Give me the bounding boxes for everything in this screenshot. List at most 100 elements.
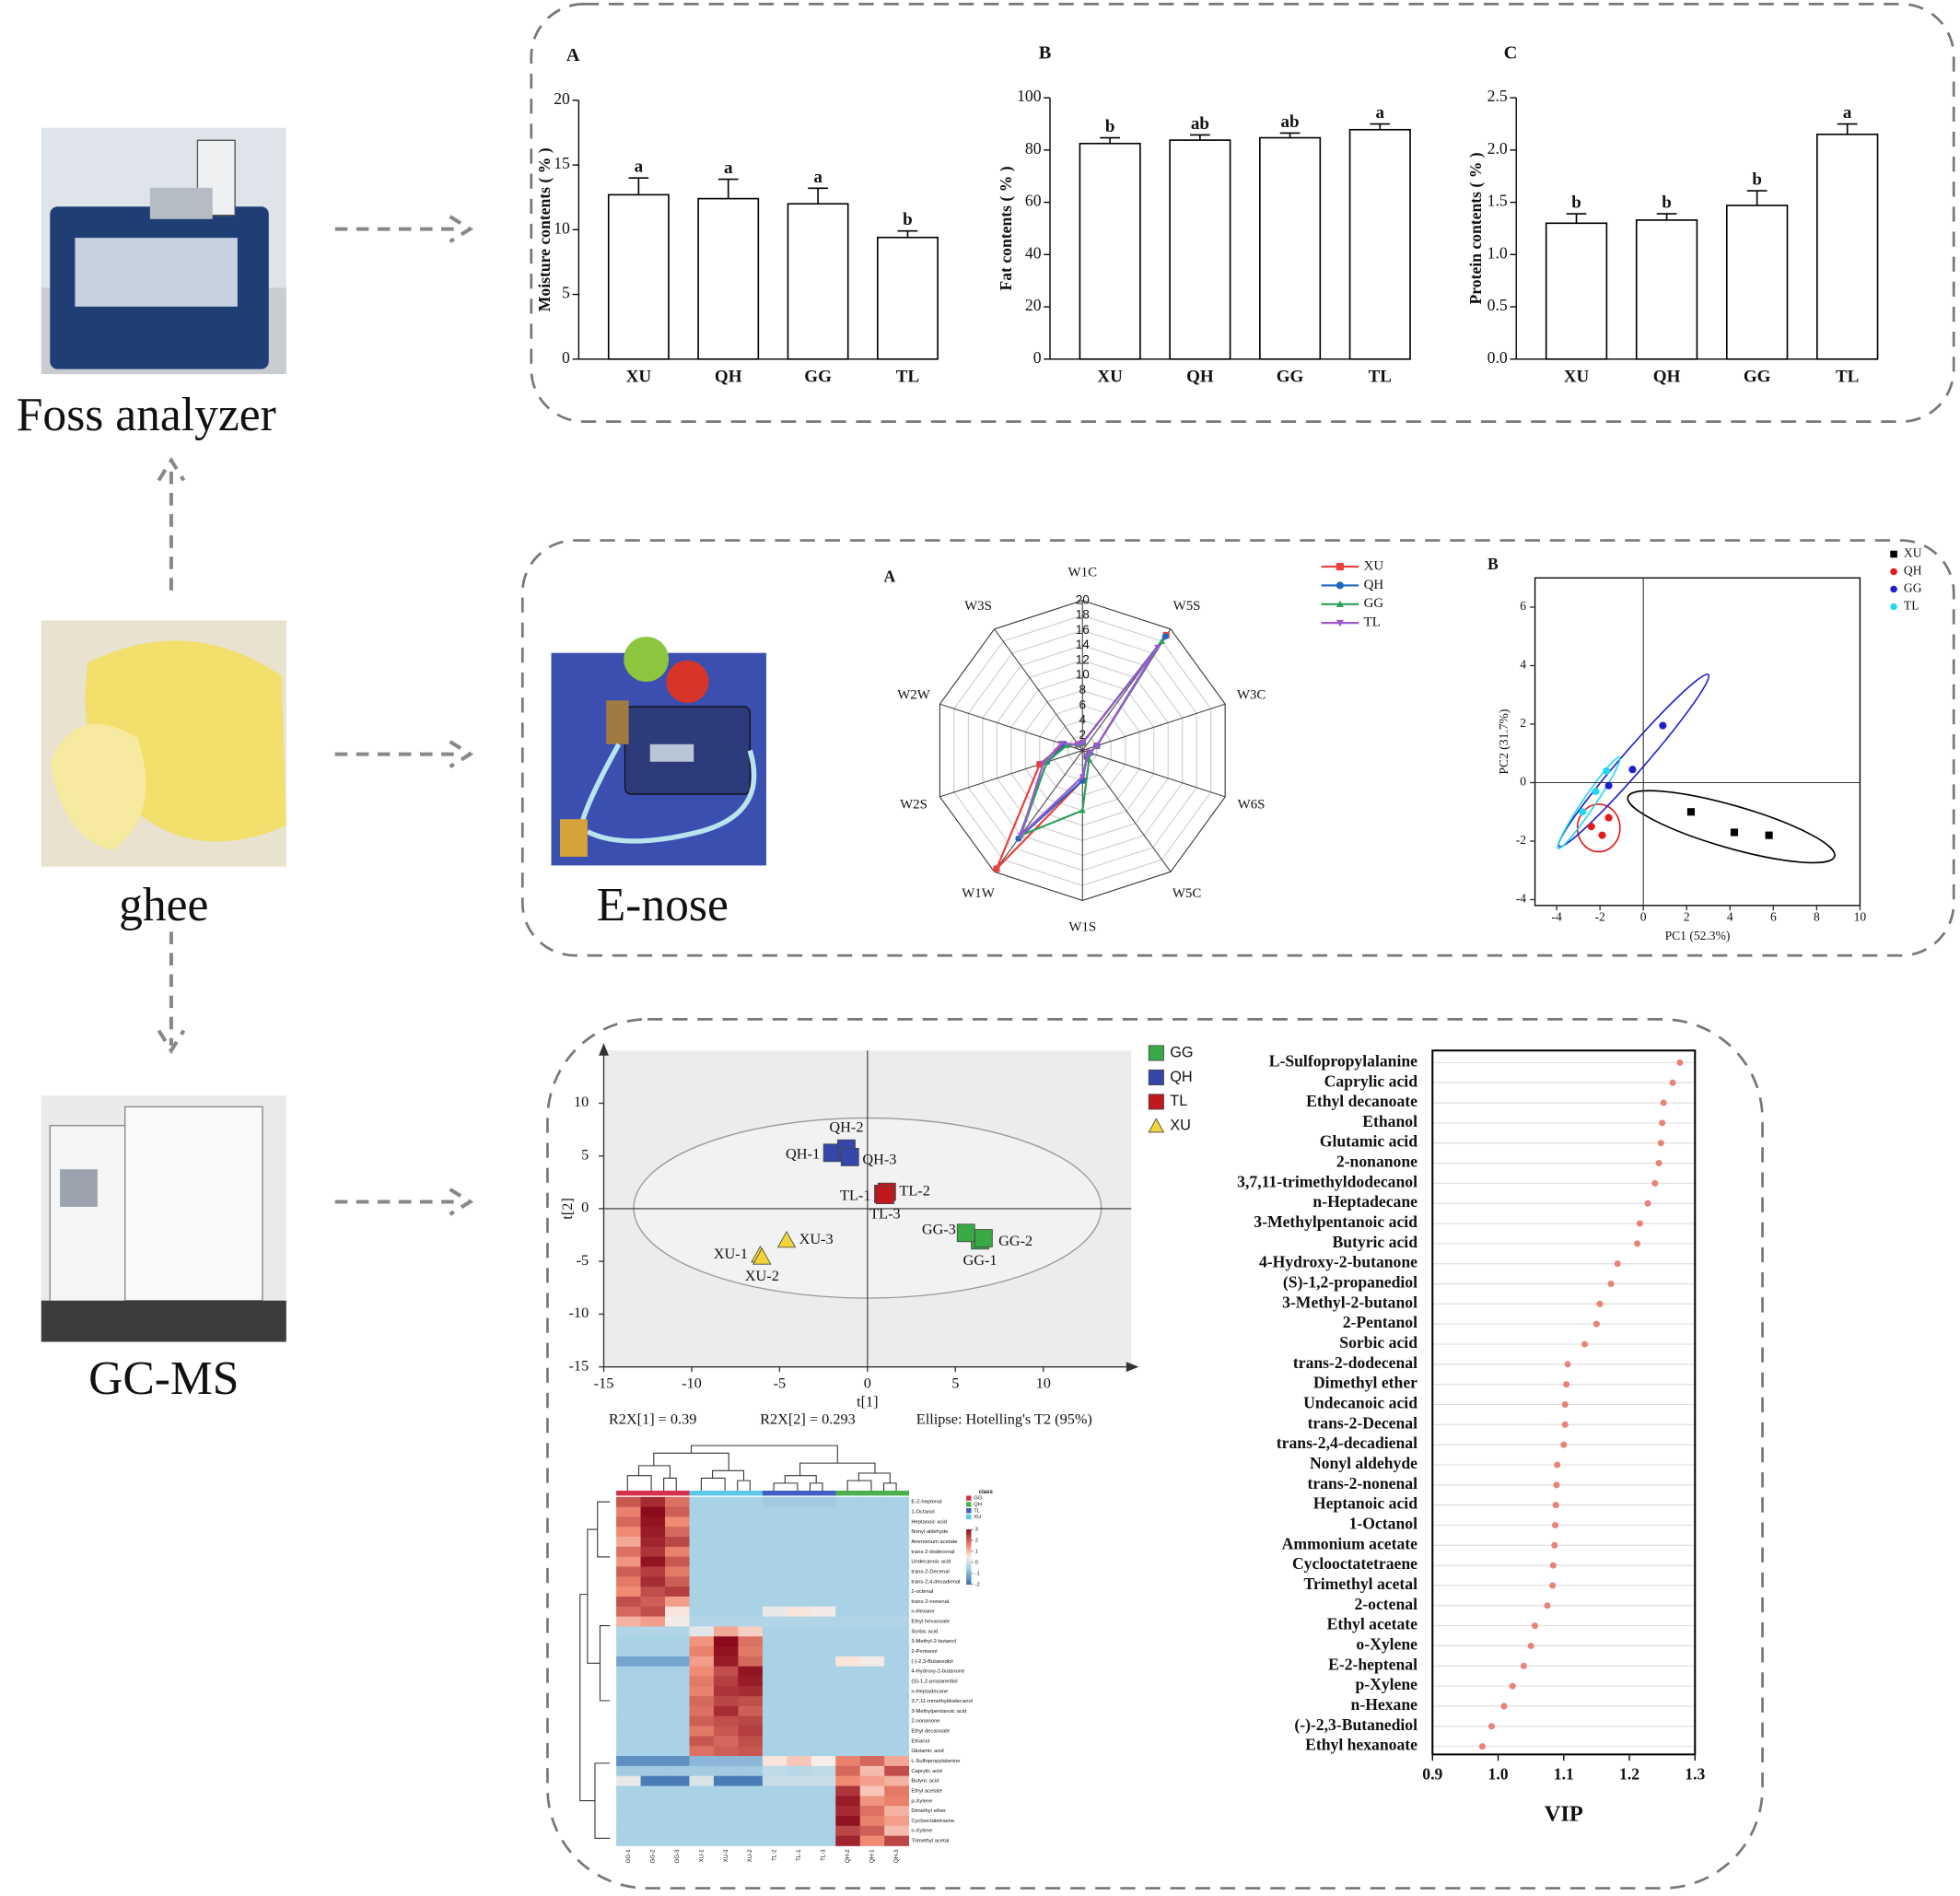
x-tick-label: QH [1653, 368, 1681, 387]
heat-cell [713, 1715, 739, 1727]
heat-cell [689, 1556, 715, 1567]
heat-cell [811, 1705, 836, 1717]
bar [697, 197, 760, 360]
heat-cell [665, 1616, 690, 1627]
heat-cell [713, 1765, 739, 1777]
marker [1158, 638, 1165, 644]
marker [1686, 808, 1696, 816]
colorbar-step [966, 1569, 972, 1572]
heat-cell [738, 1576, 764, 1587]
heat-cell [616, 1656, 641, 1668]
heat-cell [762, 1756, 788, 1767]
heat-cell [713, 1796, 739, 1807]
heat-cell [884, 1715, 910, 1727]
x-tick-label: XU [1564, 368, 1590, 387]
category-label: o-Xylene [1356, 1635, 1418, 1654]
point-label: QH-3 [862, 1151, 896, 1168]
heat-cell [640, 1796, 666, 1807]
colorbar-step [966, 1541, 972, 1544]
axis-label: W2S [900, 798, 928, 813]
heat-cell [689, 1686, 715, 1697]
marker [776, 1230, 797, 1248]
legend-label: GG [974, 1496, 983, 1502]
x-tick-label: GG [1277, 368, 1304, 387]
dot [1478, 1743, 1486, 1750]
heat-cell [762, 1556, 788, 1567]
dot [1551, 1541, 1558, 1549]
heat-cell [787, 1825, 812, 1837]
heat-cell [859, 1506, 885, 1517]
colorbar-step [966, 1543, 972, 1545]
heat-cell [762, 1527, 788, 1538]
heat-cell [859, 1806, 885, 1817]
marker [876, 1186, 894, 1204]
significance-label: a [635, 158, 644, 177]
ellipse [1558, 673, 1710, 848]
heat-cell [640, 1496, 666, 1508]
heat-cell [811, 1527, 836, 1538]
heat-cell [713, 1586, 739, 1598]
heat-cell [713, 1806, 739, 1817]
heat-cell [762, 1646, 788, 1657]
dot [1551, 1521, 1559, 1529]
heat-cell [835, 1606, 861, 1618]
heat-cell [665, 1796, 690, 1807]
x-tick-label: QH [715, 368, 742, 387]
row-label: trans-2-dodecenal [911, 1550, 954, 1555]
marker [752, 1247, 772, 1265]
category-label: n-Heptadecane [1312, 1192, 1418, 1211]
x-tick-label: QH [1186, 368, 1214, 387]
y-tick-label: -4 [1516, 892, 1527, 906]
heat-cell [640, 1656, 666, 1668]
heat-cell [713, 1686, 739, 1697]
legend-label: TL [974, 1508, 981, 1514]
colorbar-step [966, 1547, 972, 1550]
heat-cell [787, 1527, 812, 1538]
colorbar-step [966, 1574, 972, 1577]
heat-cell [640, 1556, 666, 1567]
marker [1336, 600, 1344, 608]
x-tick-label: XU [626, 368, 652, 387]
row-label: o-Xylene [911, 1829, 932, 1834]
heat-cell [811, 1736, 836, 1747]
heat-cell [884, 1606, 910, 1618]
heat-cell [859, 1666, 885, 1677]
heat-cell [713, 1785, 739, 1797]
column-label: GG-1 [625, 1849, 632, 1864]
y-tick-label: 60 [1025, 192, 1042, 210]
heat-cell [884, 1596, 910, 1608]
heat-cell [665, 1527, 690, 1538]
heat-cell [835, 1506, 861, 1517]
heat-cell [835, 1656, 861, 1668]
column-label: XU-2 [747, 1849, 753, 1862]
heat-cell [665, 1506, 690, 1517]
heat-cell [616, 1666, 641, 1677]
marker [1074, 742, 1082, 748]
row-label: 2-nonanone [911, 1719, 939, 1725]
heat-cell [811, 1566, 836, 1577]
heat-cell [689, 1775, 715, 1786]
heat-cell [640, 1646, 666, 1657]
point-label: XU-3 [799, 1230, 834, 1247]
class-bar [640, 1491, 666, 1496]
spoke [1082, 750, 1226, 798]
heat-cell [811, 1666, 836, 1677]
heat-cell [859, 1586, 885, 1598]
heat-cell [762, 1726, 788, 1737]
bar [1545, 222, 1608, 360]
category-label: 2-nonanone [1336, 1153, 1418, 1171]
dot [1500, 1703, 1508, 1710]
category-label: Ethyl acetate [1327, 1615, 1418, 1633]
colorbar-step [966, 1558, 972, 1561]
heat-cell [689, 1586, 715, 1598]
class-bar [835, 1491, 861, 1496]
heat-cell [738, 1656, 764, 1668]
heat-cell [859, 1676, 885, 1687]
colorbar-step [966, 1555, 972, 1558]
heat-cell [616, 1746, 641, 1757]
heat-cell [859, 1527, 885, 1538]
heat-cell [640, 1736, 666, 1747]
heat-cell [811, 1556, 836, 1567]
dot [1544, 1602, 1551, 1609]
